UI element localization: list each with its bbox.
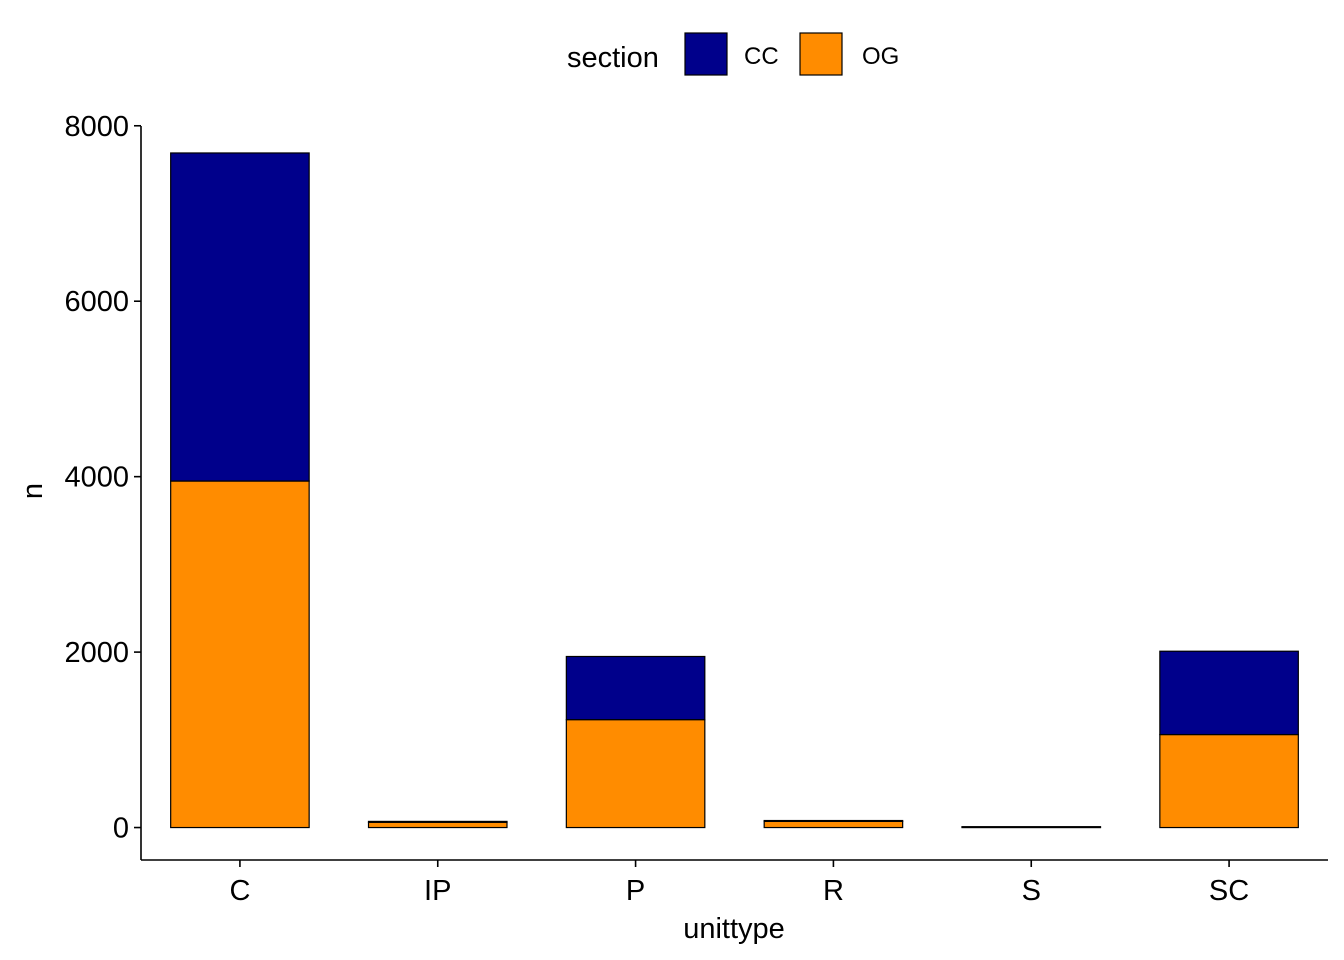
bar-r-og (763, 820, 904, 829)
legend-label-cc: CC (744, 43, 779, 70)
y-tick-label-8000: 8000 (64, 111, 129, 143)
legend-label-og: OG (862, 43, 899, 70)
y-tick-label-2000: 2000 (64, 637, 129, 669)
bar-r-cc (763, 819, 904, 823)
bars-layer (170, 152, 1299, 829)
legend-swatch-og (799, 32, 843, 76)
x-axis-title: unittype (683, 913, 785, 945)
axes-layer: 0 2000 4000 6000 8000 C IP P R S SC (64, 111, 1328, 907)
bar-s-cc (961, 826, 1102, 828)
bar-c-og (170, 480, 310, 829)
y-tick-label-0: 0 (113, 813, 129, 845)
x-tick-label-r: R (823, 875, 844, 907)
bar-p-cc (565, 655, 706, 721)
bar-c-cc (170, 152, 310, 482)
legend-title: section (567, 42, 659, 74)
legend-swatch-cc (684, 32, 728, 76)
bar-sc-og (1159, 733, 1299, 829)
x-tick-label-s: S (1022, 875, 1041, 907)
x-tick-label-c: C (229, 875, 250, 907)
y-tick-label-6000: 6000 (64, 286, 129, 318)
y-tick-label-4000: 4000 (64, 462, 129, 494)
x-tick-label-sc: SC (1209, 875, 1249, 907)
x-tick-label-ip: IP (424, 875, 451, 907)
bar-ip-og (367, 821, 508, 829)
legend: section CC OG (567, 32, 899, 76)
y-axis-title: n (17, 483, 49, 499)
bar-p-og (565, 719, 706, 829)
bar-ip-cc (367, 820, 508, 823)
x-tick-label-p: P (626, 875, 645, 907)
bar-sc-cc (1159, 650, 1299, 736)
